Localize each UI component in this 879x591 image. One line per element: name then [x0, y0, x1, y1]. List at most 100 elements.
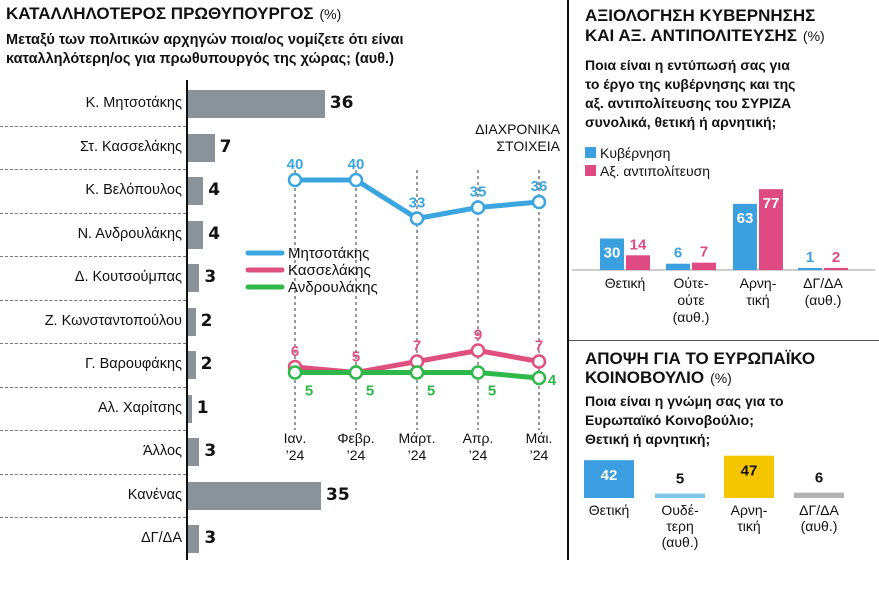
gov-bar — [798, 268, 822, 270]
leader-bar — [188, 90, 325, 118]
trend-data-label: 7 — [413, 338, 421, 355]
gov-legend-swatch-opp — [585, 165, 596, 176]
leader-label: Γ. Βαρουφάκης — [85, 356, 182, 372]
eu-question-line: Ευρωπαϊκό Κοινοβούλιο; — [585, 412, 754, 428]
leader-bar — [188, 394, 192, 423]
trend-legend-label: Ανδρουλάκης — [288, 279, 378, 296]
trend-data-label: 36 — [531, 178, 548, 195]
leader-bar — [188, 307, 196, 336]
leader-label: Αλ. Χαρίτσης — [97, 399, 182, 416]
gov-bar — [626, 255, 650, 270]
gov-bar — [733, 203, 757, 270]
leader-label: Ν. Ανδρουλάκης — [77, 225, 182, 242]
trend-point — [470, 343, 486, 358]
gov-bar-value: 77 — [763, 195, 780, 212]
row-separator — [0, 256, 186, 258]
pm-question-line-1: Μεταξύ των πολιτικών αρχηγών ποια/ος νομ… — [6, 32, 404, 48]
gov-bar — [759, 189, 783, 270]
leader-value: 2 — [200, 310, 213, 331]
trend-x-tick-label: ’24 — [286, 447, 305, 463]
gov-bar-value: 63 — [737, 210, 754, 227]
leader-bar — [188, 351, 196, 379]
row-separator — [0, 299, 186, 301]
gov-legend-label-opp: Αξ. αντιπολίτευση — [600, 163, 711, 179]
leader-value: 36 — [329, 93, 354, 113]
leader-bar — [188, 525, 200, 553]
row-separator — [0, 430, 186, 432]
trend-data-label: 5 — [305, 383, 313, 400]
gov-category-label: τική — [746, 292, 769, 308]
trend-title-line-2: ΣΤΟΙΧΕΙΑ — [496, 138, 560, 154]
pm-unit: (%) — [319, 6, 342, 22]
gov-bar-value: 1 — [806, 249, 814, 266]
trend-x-tick-label: ’24 — [347, 447, 366, 463]
leader-value: 1 — [196, 397, 209, 418]
gov-bar — [666, 263, 690, 270]
trend-title-line-1: ΔΙΑΧΡΟΝΙΚΑ — [475, 121, 560, 137]
row-separator — [0, 517, 186, 519]
eu-bar-value: 6 — [815, 470, 823, 487]
trend-data-label: 35 — [470, 184, 487, 201]
trend-point — [531, 354, 547, 369]
row-separator — [0, 212, 186, 214]
eu-category-label: (αυθ.) — [801, 518, 838, 534]
trend-data-label: 33 — [409, 195, 426, 212]
trend-point — [348, 172, 364, 188]
gov-category-label: Αρνη- — [740, 275, 777, 291]
eu-title: ΑΠΟΨΗ ΓΙΑ ΤΟ ΕΥΡΩΠΑΪΚΟ ΚΟΙΝΟΒΟΥΛΙΟ (%) — [585, 349, 815, 388]
trend-point — [348, 365, 364, 380]
trend-point — [409, 211, 425, 226]
trend-x-tick-label: ’24 — [469, 447, 488, 463]
leader-value: 35 — [326, 484, 350, 505]
eu-bar-value: 42 — [601, 467, 618, 484]
trend-x-tick-label: Ιαν. — [284, 430, 307, 446]
row-separator — [0, 343, 186, 345]
trend-x-tick-label: ’24 — [408, 447, 427, 463]
trend-data-label: 5 — [352, 349, 360, 366]
gov-legend-label-gov: Κυβέρνηση — [600, 145, 671, 161]
eu-category-label: Αρνη- — [731, 502, 768, 518]
row-separator — [0, 473, 186, 475]
gov-unit: (%) — [802, 28, 825, 44]
eu-unit: (%) — [710, 370, 732, 386]
trend-x-tick-label: Μάρτ. — [399, 430, 436, 446]
leaders-axis-line — [186, 80, 188, 560]
gov-legend-item-gov: Κυβέρνηση — [585, 144, 710, 162]
gov-bar-value: 2 — [832, 249, 840, 266]
leader-label: Στ. Κασσελάκης — [79, 138, 182, 155]
gov-legend-swatch-gov — [585, 147, 596, 158]
eu-bar-chart: 42Θετική5Ουδέ-τερη(αυθ.)47Αρνη-τική6ΔΓ/Δ… — [584, 455, 844, 550]
gov-category-label: Ούτε- — [674, 275, 709, 291]
leader-value: 4 — [208, 180, 221, 200]
gov-category-label: Θετική — [605, 275, 646, 291]
trend-data-label: 5 — [427, 383, 435, 400]
leader-label: ΔΓ/ΔΑ — [140, 530, 182, 546]
gov-question-line: το έργο της κυβέρνησης και της — [585, 76, 796, 92]
eu-category-label: Ουδέ- — [661, 502, 699, 518]
trend-data-label: 6 — [291, 343, 299, 360]
eu-title-line-2: ΚΟΙΝΟΒΟΥΛΙΟ — [585, 368, 705, 387]
vertical-divider — [567, 0, 569, 560]
leader-value: 2 — [200, 354, 213, 374]
trend-x-tick-label: Φεβρ. — [337, 430, 374, 446]
gov-bar-value: 6 — [674, 245, 682, 262]
leader-bar — [188, 438, 200, 466]
leader-value: 3 — [204, 267, 217, 287]
trend-data-label: 7 — [535, 338, 543, 355]
row-separator — [0, 386, 186, 388]
leader-label: Κ. Μητσοτάκης — [85, 95, 182, 111]
leader-bar — [188, 220, 204, 249]
leader-bar — [188, 177, 204, 205]
eu-category-label: Θετική — [589, 502, 630, 518]
eu-title-line-1: ΑΠΟΨΗ ΓΙΑ ΤΟ ΕΥΡΩΠΑΪΚΟ — [585, 349, 816, 368]
trend-point — [531, 194, 547, 210]
trend-legend-label: Κασσελάκης — [288, 262, 371, 279]
gov-title-line-2: ΚΑΙ ΑΞ. ΑΝΤΙΠΟΛΙΤΕΥΣΗΣ — [585, 26, 797, 45]
trend-point — [470, 365, 486, 380]
gov-question: Ποια είναι η εντύπωσή σας για το έργο της… — [585, 56, 795, 132]
leader-bar — [188, 481, 321, 510]
row-separator — [0, 125, 186, 127]
gov-bar-value: 30 — [604, 245, 621, 262]
leader-label: Κ. Βελόπουλος — [85, 182, 182, 198]
eu-category-label: ΔΓ/ΔΑ — [799, 502, 839, 518]
